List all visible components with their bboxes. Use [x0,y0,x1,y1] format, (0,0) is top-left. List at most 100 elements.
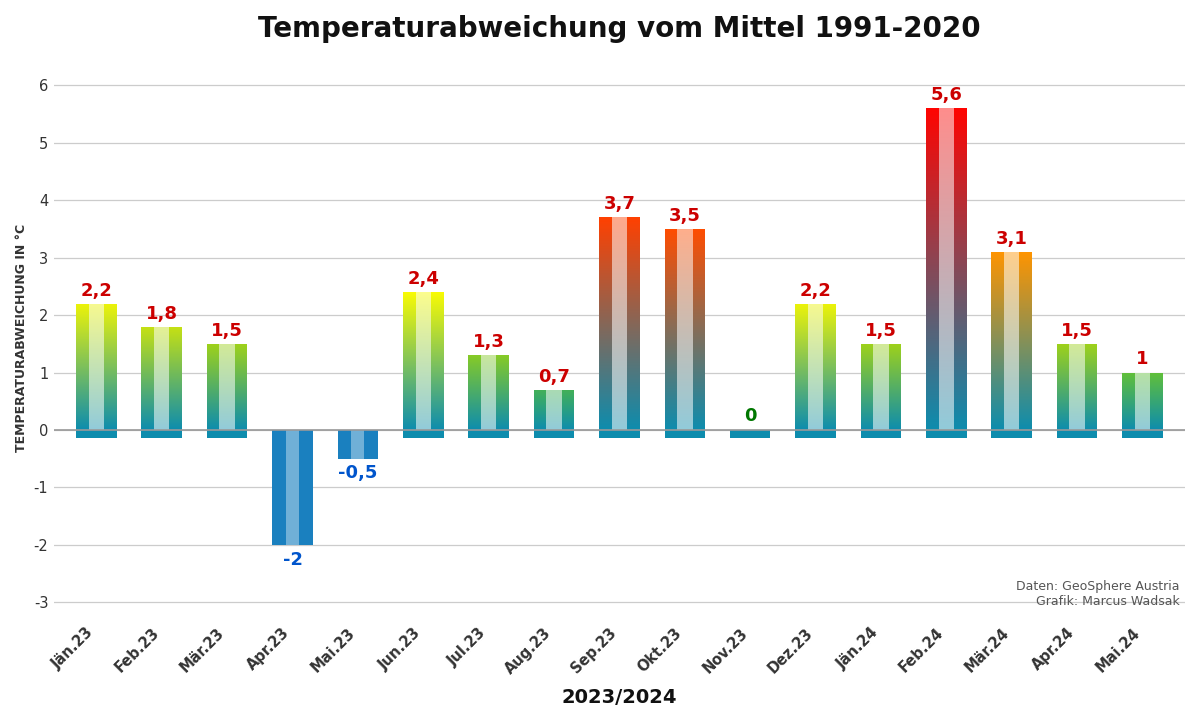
Bar [468,430,509,438]
Bar [272,430,313,545]
Bar [926,299,967,300]
Bar [926,378,967,380]
Bar [926,150,967,151]
Bar [926,225,967,226]
Text: 0: 0 [744,407,756,425]
Bar [352,430,365,458]
Bar [926,290,967,292]
Bar [926,122,967,123]
Bar [926,343,967,344]
Bar [926,201,967,203]
Bar [534,430,575,438]
Bar [926,416,967,417]
Bar [926,361,967,362]
Bar [926,152,967,153]
Bar [926,195,967,196]
Bar [926,136,967,137]
Bar [926,426,967,427]
Bar [938,108,954,430]
Bar [926,159,967,160]
Bar [926,219,967,221]
Bar [926,123,967,124]
Y-axis label: TEMPERATURABWEICHUNG IN °C: TEMPERATURABWEICHUNG IN °C [14,224,28,452]
Bar [926,288,967,290]
Bar [926,287,967,288]
Bar [926,351,967,352]
Bar [926,131,967,132]
Bar [926,376,967,378]
Bar [874,344,889,430]
Bar [926,147,967,148]
Bar [926,194,967,195]
Bar [926,404,967,405]
Bar [926,134,967,135]
Bar [926,332,967,334]
Bar [926,205,967,206]
Bar [926,230,967,232]
Bar [926,234,967,235]
Bar [926,129,967,130]
Bar [926,265,967,266]
Bar [926,139,967,140]
Bar [926,274,967,276]
Text: -2: -2 [282,551,302,569]
Bar [926,398,967,399]
Bar [926,424,967,425]
Bar [926,111,967,113]
Bar [926,409,967,411]
Bar [926,396,967,398]
Bar [926,428,967,429]
Bar [337,430,378,458]
Bar [926,352,967,353]
Bar [926,193,967,194]
Text: Daten: GeoSphere Austria
Grafik: Marcus Wadsak: Daten: GeoSphere Austria Grafik: Marcus … [1016,580,1180,609]
Bar [926,411,967,412]
Bar [926,312,967,313]
Bar [599,430,640,438]
Bar [926,407,967,409]
Bar [926,355,967,356]
Bar [926,135,967,136]
Bar [926,246,967,248]
Bar [926,282,967,283]
Bar [926,137,967,138]
Bar [926,188,967,190]
Bar [926,120,967,121]
Bar [926,173,967,175]
Bar [926,251,967,252]
Bar [926,126,967,128]
Bar [926,316,967,318]
Bar [926,271,967,272]
Bar [1069,344,1085,430]
Bar [926,253,967,254]
Bar [1004,252,1020,430]
Bar [926,386,967,387]
Text: 0,7: 0,7 [538,367,570,386]
Bar [926,108,967,109]
Bar [926,405,967,406]
Bar [926,389,967,391]
Bar [926,308,967,309]
Bar [926,375,967,376]
Bar [926,261,967,263]
Bar [926,221,967,222]
Bar [926,387,967,388]
Bar [926,311,967,312]
Bar [926,175,967,177]
Bar [415,292,431,430]
Bar [926,349,967,351]
Bar [926,309,967,310]
Bar [926,357,967,358]
Bar [926,414,967,415]
Bar [926,280,967,281]
Bar [926,318,967,320]
Bar [926,124,967,126]
Bar [926,178,967,179]
Bar [926,110,967,111]
Bar [926,163,967,164]
Bar [926,418,967,419]
Bar [926,257,967,258]
Bar [403,430,444,438]
Bar [926,384,967,385]
Bar [926,258,967,259]
